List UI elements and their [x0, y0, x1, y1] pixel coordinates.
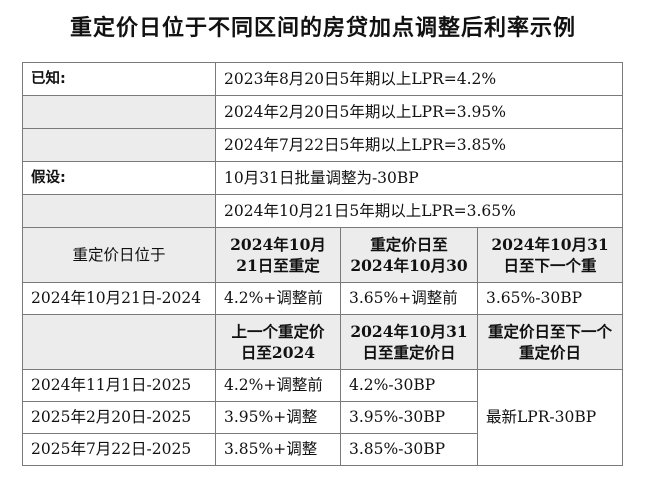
table-cell: 2025年2月20日-2025 [22, 401, 216, 434]
column-header: 2024年10月21日至重定 [215, 227, 341, 283]
table-cell: 4.2%+调整前 [215, 282, 341, 315]
column-header: 2024年10月31日至下一个重 [476, 227, 624, 283]
column-header: 上一个重定价日至2024 [215, 314, 341, 370]
assume-1: 10月31日批量调整为-30BP [214, 161, 624, 195]
empty-cell [22, 194, 216, 228]
table-cell: 4.2%+调整前 [215, 369, 341, 402]
column-header: 重定价日至下一个重定价日 [476, 314, 624, 370]
table-header-row: 上一个重定价日至2024 2024年10月31日至重定价日 重定价日至下一个重定… [22, 314, 624, 370]
known-lpr-3: 2024年7月22日5年期以上LPR=3.85% [214, 128, 624, 162]
table-cell: 3.65%-30BP [476, 282, 624, 315]
table-row: 2024年10月21日5年期以上LPR=3.65% [22, 194, 624, 228]
table-cell: 3.85%-30BP [340, 433, 478, 466]
table-cell: 3.95%+调整 [215, 401, 341, 434]
table-cell: 3.85%+调整 [215, 433, 341, 466]
rate-example-table: 已知: 2023年8月20日5年期以上LPR=4.2% 2024年2月20日5年… [22, 62, 624, 466]
table-row: 假设: 10月31日批量调整为-30BP [22, 161, 624, 195]
table-row: 2024年10月21日-2024 4.2%+调整前 3.65%+调整前 3.65… [22, 282, 624, 315]
assume-label: 假设: [22, 161, 216, 195]
table-cell: 3.95%-30BP [340, 401, 478, 434]
empty-cell [22, 314, 216, 370]
table-row: 2025年7月22日-2025 3.85%+调整 3.85%-30BP [22, 433, 623, 466]
column-header: 2024年10月31日至重定价日 [340, 314, 478, 370]
table-cell: 2024年11月1日-2025 [22, 369, 216, 402]
table-row: 已知: 2023年8月20日5年期以上LPR=4.2% [22, 62, 624, 96]
table-cell: 4.2%-30BP [340, 369, 478, 402]
known-lpr-1: 2023年8月20日5年期以上LPR=4.2% [214, 62, 624, 96]
page-title: 重定价日位于不同区间的房贷加点调整后利率示例 [69, 16, 576, 41]
column-header-repricing-date: 重定价日位于 [22, 227, 216, 283]
empty-cell [22, 128, 216, 162]
empty-cell [22, 95, 216, 129]
table-row: 2025年2月20日-2025 3.95%+调整 3.95%-30BP [22, 401, 623, 434]
table-row: 2024年7月22日5年期以上LPR=3.85% [22, 128, 624, 162]
table-row: 2024年2月20日5年期以上LPR=3.95% [22, 95, 624, 129]
known-lpr-2: 2024年2月20日5年期以上LPR=3.95% [214, 95, 624, 129]
table-cell: 3.65%+调整前 [340, 282, 478, 315]
known-label: 已知: [22, 62, 216, 96]
table-header-row: 重定价日位于 2024年10月21日至重定 重定价日至2024年10月30 20… [22, 227, 624, 283]
table-cell: 2024年10月21日-2024 [22, 282, 216, 315]
column-header: 重定价日至2024年10月30 [340, 227, 478, 283]
table-row: 2024年11月1日-2025 4.2%+调整前 4.2%-30BP 最新LPR… [22, 369, 624, 466]
merged-cell-latest-lpr: 最新LPR-30BP [476, 369, 624, 466]
assume-2: 2024年10月21日5年期以上LPR=3.65% [214, 194, 624, 228]
table-cell: 2025年7月22日-2025 [22, 433, 216, 466]
